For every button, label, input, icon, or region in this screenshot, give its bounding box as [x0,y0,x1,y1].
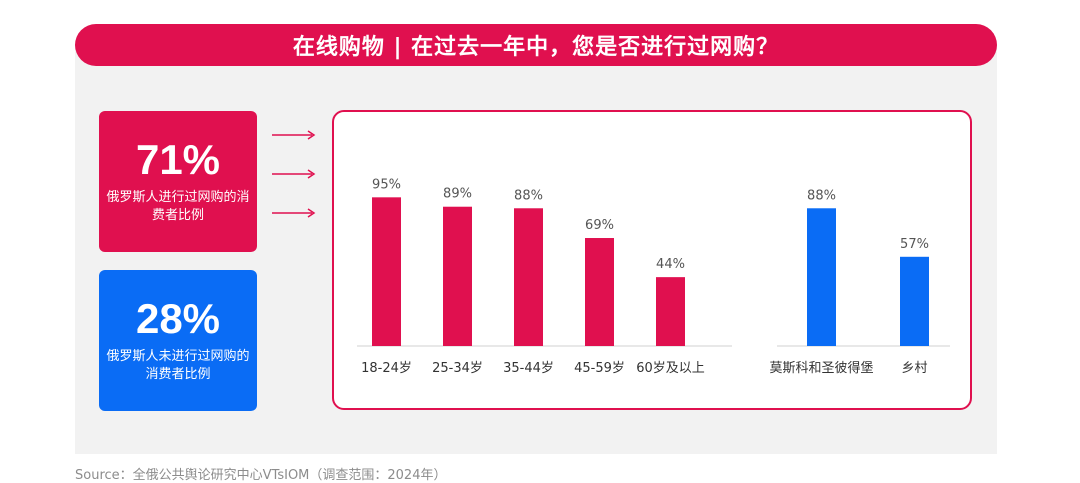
data-label: 88% [807,188,836,203]
arrow-right-icon [272,208,316,218]
bar [900,256,929,346]
bar-chart: 95% 18-24岁 89% 25-34岁 88% 35-44岁 69% 45-59岁 44% 6… [357,177,950,376]
category-label: 25-34岁 [432,361,483,376]
stat-value: 28% [135,294,221,342]
stat-value: 71% [135,135,221,183]
bar [656,277,685,346]
stat-label: 俄罗斯人进行过网购的消费者比例 [106,189,250,223]
arrow-right-icon [272,130,316,140]
chart-frame [332,110,972,410]
stat-card-online-shoppers: 71% 俄罗斯人进行过网购的消费者比例 [99,111,257,252]
source-note: Source：全俄公共舆论研究中心VTsIOM（调查范围：2024年） [75,468,447,483]
data-label: 89% [443,187,472,202]
category-label: 乡村 [901,361,927,376]
bar [372,197,401,346]
data-label: 57% [900,237,929,252]
data-label: 88% [514,188,543,203]
category-label: 18-24岁 [361,361,412,376]
page-title: 在线购物 | 在过去一年中，您是否进行过网购？ [75,24,997,66]
bar [807,208,836,346]
data-label: 95% [372,177,401,192]
bar [443,206,472,346]
data-label: 44% [656,257,685,272]
data-label: 69% [585,218,614,233]
bar [585,238,614,346]
category-label: 莫斯科和圣彼得堡 [769,360,873,376]
arrow-right-icon [272,169,316,179]
category-label: 35-44岁 [503,361,554,376]
category-label: 45-59岁 [574,361,625,376]
bar [514,208,543,346]
stat-label: 俄罗斯人未进行过网购的消费者比例 [106,348,250,382]
category-label: 60岁及以上 [636,361,705,376]
stat-card-non-online-shoppers: 28% 俄罗斯人未进行过网购的消费者比例 [99,270,257,411]
